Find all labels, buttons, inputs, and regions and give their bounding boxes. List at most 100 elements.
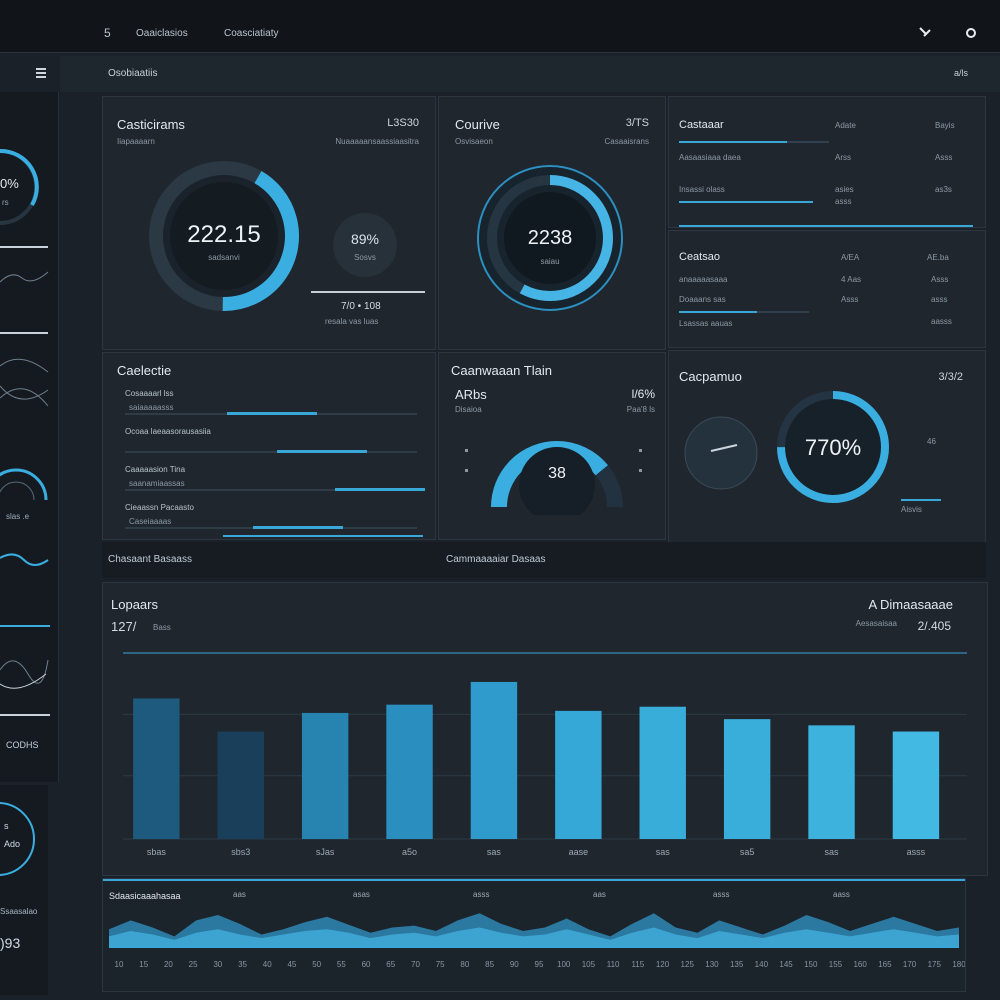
area-chart-x-tick: 90	[510, 960, 519, 969]
panel5-row-indicator	[276, 450, 367, 453]
panel1-divider	[311, 291, 425, 293]
panel2-gauge-sub: saiau	[540, 257, 560, 266]
page-title: Osobiaatiis	[108, 68, 158, 79]
sidebar-divider	[0, 714, 50, 716]
panel5-row-label[interactable]: Ocoaa laeaasorausasiia	[125, 427, 211, 436]
panel-castaaar: Castaaar Adate Bayis Aasaasiaaa daea Ars…	[668, 96, 986, 228]
bar-chart-title: Lopaars	[111, 597, 158, 612]
area-chart-x-tick: 40	[263, 960, 272, 969]
top-bar: 5 Oaaiclasios Coasciatiaty	[0, 0, 1000, 53]
tab-overview[interactable]: Oaaiclasios	[136, 28, 188, 39]
sidebar-bottom-gauge	[0, 802, 35, 876]
area-chart-x-tick: 155	[829, 960, 843, 969]
panel6-gauge-value: 38	[548, 465, 566, 482]
panel4-row-v1: Asss	[841, 295, 859, 304]
panel-ceatsao: Ceatsao A/EA AE.ba anaaaaasaaa 4 Aas Ass…	[668, 230, 986, 348]
panel5-row-sub: saanamiaassas	[129, 479, 185, 488]
panel1-gauge-sub: sadsanvi	[208, 253, 240, 262]
bar-chart-x-tick: sas	[656, 847, 671, 857]
area-chart-x-tick: 75	[436, 960, 445, 969]
panel-caelectie: Caelectie Cosaaaarl lss saiaaaaasss Ocoaa …	[102, 352, 436, 540]
tab-connectivity[interactable]: Coasciatiaty	[224, 28, 279, 39]
area-series	[109, 927, 959, 947]
panel4-row-label[interactable]: anaaaaasaaa	[679, 275, 728, 284]
area-chart-x-tick: 55	[337, 960, 346, 969]
bar-chart-right-value: 2/.405	[917, 619, 951, 633]
panel5-row-indicator	[227, 412, 318, 415]
panel4-row-v2: asss	[931, 295, 948, 304]
panel3-row-label[interactable]: Aasaasiaaa daea	[679, 153, 741, 162]
panel4-row-label[interactable]: Lsassas aauas	[679, 319, 733, 328]
panel7-gauge-value: 770%	[804, 435, 862, 460]
panel6-title: Caanwaaan Tlain	[451, 363, 552, 378]
area-chart-x-tick: 80	[460, 960, 469, 969]
sidebar-gauge-value: 0%	[0, 176, 19, 191]
panel3-row-v2: Asss	[935, 153, 953, 162]
panel5-bottom-line	[223, 535, 423, 537]
panel3-col1: Adate	[835, 121, 856, 130]
area-chart-panel: Sdaasicaaahasaa aas asas asss aas asss aass 10…	[102, 878, 966, 992]
bar	[723, 719, 771, 839]
tool-icon[interactable]	[918, 26, 932, 40]
panel5-row-label[interactable]: Cosaaaarl lss	[125, 389, 174, 398]
panel3-col2: Bayis	[935, 121, 955, 130]
panel3-row-v2: as3s	[935, 185, 952, 194]
panel6-value-right: l/6%	[631, 387, 655, 401]
bar-chart-x-tick: sbs3	[231, 847, 250, 857]
sidebar-sparkline-1[interactable]	[0, 262, 50, 292]
panel3-row-line	[679, 201, 813, 203]
bar-chart-x-tick: sbas	[147, 847, 167, 857]
area-chart-header-tick: aas	[233, 890, 246, 899]
sidebar-sparkline-3[interactable]	[0, 640, 50, 700]
panel-caanwaaan: Caanwaaan Tlain ARbs Disaioa l/6% Paa'8 …	[438, 352, 666, 540]
bar-chart-x-tick: sas	[487, 847, 502, 857]
panel3-row-label[interactable]: Insassi olass	[679, 185, 725, 194]
bar	[217, 731, 264, 839]
bar-chart-x-tick: sJas	[316, 847, 335, 857]
bar-chart-right-sub: Aesasaisaa	[855, 619, 897, 628]
area-chart-x-tick: 65	[386, 960, 395, 969]
area-chart-x-tick: 15	[139, 960, 148, 969]
panel7-dial[interactable]	[681, 413, 761, 493]
sidebar-sparkline-2[interactable]	[0, 346, 50, 416]
panel2-subtitle: Osvisaeon	[455, 137, 493, 146]
sidebar-item-a[interactable]: slas .e	[6, 512, 30, 521]
menu-icon[interactable]	[36, 68, 48, 78]
area-chart-x-tick: 95	[535, 960, 544, 969]
panel3-row-v1: asss	[835, 197, 852, 206]
area-chart-x-tick: 105	[582, 960, 596, 969]
app-logo[interactable]: 5	[104, 26, 111, 40]
area-chart-x-tick: 25	[189, 960, 198, 969]
bar	[639, 706, 686, 839]
panel3-row-v1: asies	[835, 185, 854, 194]
sidebar-gauge-label: rs	[2, 198, 9, 207]
area-chart-x-tick: 60	[362, 960, 371, 969]
panel5-row-track	[125, 489, 417, 491]
area-chart-x-tick: 50	[312, 960, 321, 969]
area-chart-x-tick: 125	[681, 960, 695, 969]
bar-chart: sbas sbs3 sJas a5o sas aase sas sa5 sas asss	[123, 652, 967, 857]
panel1-right-value: L3S30	[387, 117, 419, 129]
bar	[133, 698, 180, 839]
panel4-row-label[interactable]: Doaaans sas	[679, 295, 726, 304]
panel4-col2: AE.ba	[927, 253, 949, 262]
panel5-row-label[interactable]: Cieaassn Pacaasto	[125, 503, 194, 512]
area-chart-x-tick: 120	[656, 960, 670, 969]
area-chart-x-tick: 100	[557, 960, 571, 969]
panel1-foot-labels: resala vas luas	[325, 317, 379, 326]
area-chart: aas asas asss aas asss aass 10 15 20 25 30 35 40 45 50…	[109, 890, 965, 969]
section-strip: Chasaant Basaass Cammaaaaiar Dasaas	[102, 542, 986, 578]
bar-chart-x-tick: sas	[825, 847, 840, 857]
panel7-gauge	[777, 391, 889, 503]
section-label-middle[interactable]: Cammaaaaiar Dasaas	[446, 554, 546, 565]
subheader-right[interactable]: a/ls	[953, 68, 968, 78]
bar-chart-x-tick: asss	[907, 847, 926, 857]
sidebar-mini-gauge	[0, 468, 48, 501]
section-label-left[interactable]: Chasaant Basaass	[108, 554, 192, 565]
settings-icon[interactable]	[964, 26, 978, 40]
sidebar-item-b[interactable]: CODHS	[6, 740, 39, 750]
bar-chart-right-title: A Dimaasaaae	[868, 597, 953, 612]
area-chart-x-tick: 145	[779, 960, 793, 969]
panel5-row-label[interactable]: Caaaaasion Tina	[125, 465, 186, 474]
bar-chart-x-tick: aase	[569, 847, 589, 857]
